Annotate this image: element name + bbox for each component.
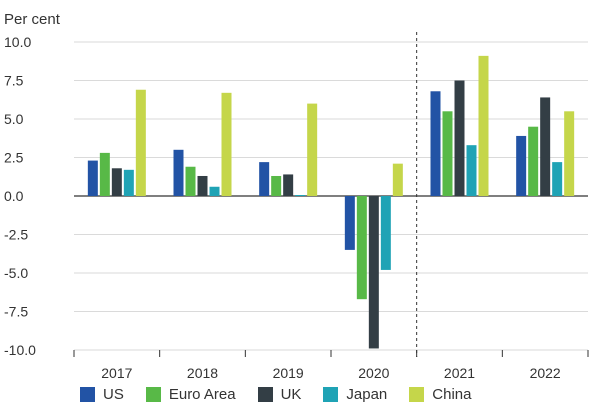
bar-uk-2017	[111, 168, 122, 196]
x-axis	[73, 32, 589, 357]
legend-swatch	[145, 387, 161, 402]
bar-japan-2021	[466, 145, 477, 196]
bar-euro-area-2017	[99, 152, 110, 196]
x-tick-label: 2020	[358, 365, 389, 381]
y-tick-label: -7.5	[4, 304, 28, 320]
legend-swatch	[409, 387, 425, 402]
y-tick-label: 0.0	[4, 188, 24, 204]
y-tick-label: -10.0	[4, 342, 36, 358]
legend-item-japan: Japan	[323, 386, 387, 403]
x-tick-labels: 2017 2018 2019 2020 2021 2022	[101, 365, 561, 381]
bar-japan-2019	[295, 195, 306, 196]
bar-uk-2021	[454, 80, 465, 196]
bar-us-2020	[344, 196, 355, 250]
bar-us-2018	[173, 149, 184, 196]
bar-japan-2018	[209, 186, 220, 196]
bar-euro-area-2022	[528, 126, 539, 196]
bar-japan-2020	[380, 196, 391, 270]
bar-uk-2020	[368, 196, 379, 349]
x-tick-label: 2018	[187, 365, 218, 381]
y-tick-label: 10.0	[4, 34, 31, 50]
bar-us-2017	[87, 160, 98, 196]
legend-swatch	[257, 387, 273, 402]
legend-label: UK	[280, 386, 302, 403]
bar-china-2020	[392, 163, 403, 196]
legend-swatch	[80, 387, 95, 402]
y-tick-label: 7.5	[4, 73, 24, 89]
bar-euro-area-2018	[185, 166, 196, 196]
bar-japan-2022	[552, 162, 563, 196]
x-tick-label: 2022	[530, 365, 561, 381]
gridlines	[74, 41, 588, 351]
legend-swatch	[323, 387, 339, 402]
y-tick-label: -2.5	[4, 227, 28, 243]
x-tick-label: 2017	[101, 365, 132, 381]
bars	[87, 55, 575, 349]
bar-china-2019	[307, 103, 318, 196]
bar-euro-area-2020	[356, 196, 367, 300]
legend-item-us: US	[80, 386, 124, 403]
legend: US Euro Area UK Japan China	[80, 386, 493, 403]
bar-japan-2017	[123, 169, 134, 196]
bar-china-2022	[564, 111, 575, 196]
y-tick-label: 2.5	[4, 150, 24, 166]
y-axis-unit-label: Per cent	[4, 11, 61, 28]
y-tick-label: -5.0	[4, 265, 28, 281]
legend-label: Japan	[346, 386, 388, 403]
bar-us-2021	[430, 91, 441, 196]
x-tick-label: 2019	[273, 365, 304, 381]
legend-label: US	[103, 386, 124, 403]
bar-us-2019	[259, 162, 270, 196]
bar-china-2017	[135, 89, 146, 196]
bar-china-2021	[478, 55, 489, 196]
bar-uk-2018	[197, 175, 208, 196]
bar-us-2022	[516, 135, 527, 196]
legend-label: Euro Area	[168, 386, 236, 403]
y-tick-label: 5.0	[4, 111, 24, 127]
bar-uk-2022	[540, 97, 551, 196]
bar-uk-2019	[283, 174, 294, 196]
legend-label: China	[432, 386, 472, 403]
bar-euro-area-2021	[442, 111, 453, 196]
y-tick-labels: 10.0 7.5 5.0 2.5 0.0 -2.5 -5.0 -7.5 -10.0	[4, 34, 36, 358]
legend-item-uk: UK	[257, 386, 302, 403]
legend-item-euro-area: Euro Area	[145, 386, 236, 403]
legend-item-china: China	[409, 386, 471, 403]
bar-china-2018	[221, 92, 232, 196]
x-tick-label: 2021	[444, 365, 475, 381]
bar-euro-area-2019	[271, 175, 282, 196]
